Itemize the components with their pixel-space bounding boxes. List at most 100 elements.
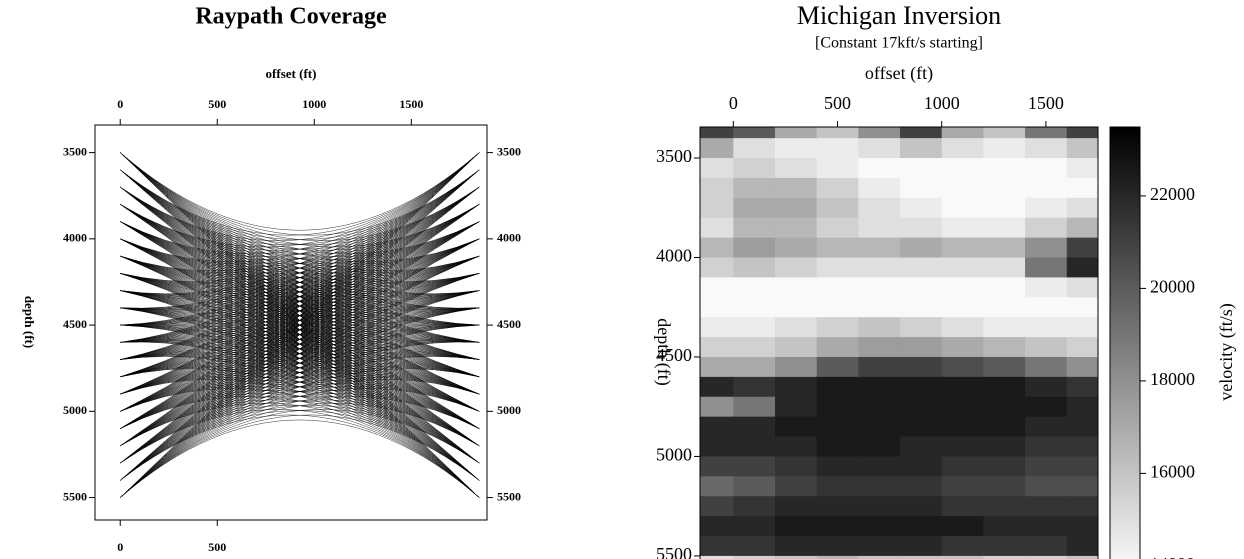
- colorbar-tick-label: 18000: [1150, 369, 1195, 389]
- heatmap-cell: [700, 356, 734, 378]
- heatmap-cell: [775, 158, 818, 179]
- heatmap-cell: [775, 277, 818, 298]
- heatmap-cell: [733, 376, 776, 398]
- heatmap-cell: [775, 356, 818, 378]
- heatmap-cell: [733, 317, 776, 338]
- heatmap-cell: [775, 127, 818, 139]
- y-tick-label: 5000: [497, 403, 521, 417]
- raypath: [120, 419, 480, 498]
- heatmap-cell: [900, 456, 943, 477]
- heatmap-cell: [1066, 436, 1098, 457]
- raypath: [120, 152, 480, 294]
- heatmap-cell: [983, 356, 1026, 378]
- heatmap-cell: [700, 197, 734, 219]
- raypath: [120, 169, 480, 498]
- colorbar-label: velocity (ft/s): [1216, 303, 1237, 400]
- raypath: [120, 152, 480, 236]
- heatmap-cell: [733, 177, 776, 199]
- heatmap-cell: [700, 516, 734, 537]
- heatmap-cell: [700, 158, 734, 179]
- heatmap-cell: [983, 138, 1026, 159]
- heatmap-cell: [858, 356, 901, 378]
- heatmap-cell: [1066, 237, 1098, 259]
- heatmap-cell: [1025, 158, 1068, 179]
- x-axis-label: offset (ft): [865, 63, 933, 84]
- heatmap-cell: [816, 416, 859, 438]
- heatmap-cell: [858, 476, 901, 497]
- y-tick-label: 5000: [63, 403, 87, 417]
- raypath: [120, 152, 480, 343]
- heatmap-cell: [700, 177, 734, 199]
- heatmap-cell: [775, 555, 818, 559]
- raypath: [120, 152, 480, 429]
- heatmap-cell: [775, 237, 818, 259]
- heatmap-cell: [900, 197, 943, 219]
- heatmap-cell: [941, 297, 984, 318]
- heatmap-cell: [900, 317, 943, 338]
- y-axis-label: depth (ft): [22, 296, 37, 348]
- heatmap-cell: [775, 516, 818, 537]
- heatmap-cell: [900, 476, 943, 497]
- heatmap-cell: [900, 217, 943, 239]
- heatmap-cell: [858, 396, 901, 418]
- raypath: [120, 152, 480, 326]
- heatmap-cell: [983, 217, 1026, 239]
- heatmap-cell: [983, 158, 1026, 179]
- heatmap-cell: [1066, 496, 1098, 517]
- raypath: [120, 152, 480, 255]
- raypath: [120, 204, 480, 498]
- x-tick-label: 0: [729, 93, 738, 113]
- heatmap-cell: [733, 138, 776, 159]
- heatmap-cell: [775, 436, 818, 457]
- heatmap-cell: [700, 496, 734, 517]
- heatmap-cell: [700, 456, 734, 477]
- raypath: [120, 307, 480, 378]
- heatmap-cell: [941, 127, 984, 139]
- plot-frame: [94, 124, 488, 521]
- heatmap-cell: [733, 237, 776, 259]
- y-tick-label: 3500: [497, 144, 521, 158]
- heatmap-cell: [1025, 476, 1068, 497]
- heatmap-cell: [900, 436, 943, 457]
- heatmap-cell: [733, 197, 776, 219]
- heatmap-cell: [816, 237, 859, 259]
- heatmap-cell: [816, 476, 859, 497]
- heatmap-cell: [733, 337, 776, 358]
- heatmap-cell: [858, 536, 901, 557]
- raypath: [120, 324, 480, 498]
- heatmap-cell: [733, 456, 776, 477]
- heatmap-cell: [941, 237, 984, 259]
- heatmap-cell: [1066, 396, 1098, 418]
- heatmap-cell: [733, 416, 776, 438]
- heatmap-cell: [1025, 456, 1068, 477]
- heatmap-cell: [983, 436, 1026, 457]
- heatmap-cell: [1025, 396, 1068, 418]
- raypath: [120, 409, 480, 498]
- heatmap-cell: [858, 127, 901, 139]
- x-tick-label: 1000: [924, 93, 960, 113]
- heatmap-cell: [816, 127, 859, 139]
- heatmap-cell: [816, 158, 859, 179]
- heatmap-cell: [1025, 127, 1068, 139]
- heatmap-cell: [700, 127, 734, 139]
- heatmap-cell: [941, 197, 984, 219]
- raypath: [120, 152, 480, 309]
- heatmap-cell: [858, 337, 901, 358]
- heatmap-cell: [816, 138, 859, 159]
- heatmap-cell: [941, 476, 984, 497]
- heatmap-cell: [775, 456, 818, 477]
- heatmap-cell: [858, 257, 901, 278]
- heatmap-cell: [900, 555, 943, 559]
- heatmap-cell: [900, 257, 943, 278]
- x-tick-label: 0: [117, 540, 123, 554]
- heatmap-cell: [900, 127, 943, 139]
- heatmap-cell: [1066, 197, 1098, 219]
- heatmap-cell: [1025, 297, 1068, 318]
- colorbar-tick-label: 20000: [1150, 277, 1195, 297]
- heatmap-cell: [858, 436, 901, 457]
- raypath: [120, 307, 480, 378]
- heatmap-cell: [816, 317, 859, 338]
- heatmap-cell: [733, 436, 776, 457]
- heatmap-cell: [941, 356, 984, 378]
- heatmap-cell: [941, 496, 984, 517]
